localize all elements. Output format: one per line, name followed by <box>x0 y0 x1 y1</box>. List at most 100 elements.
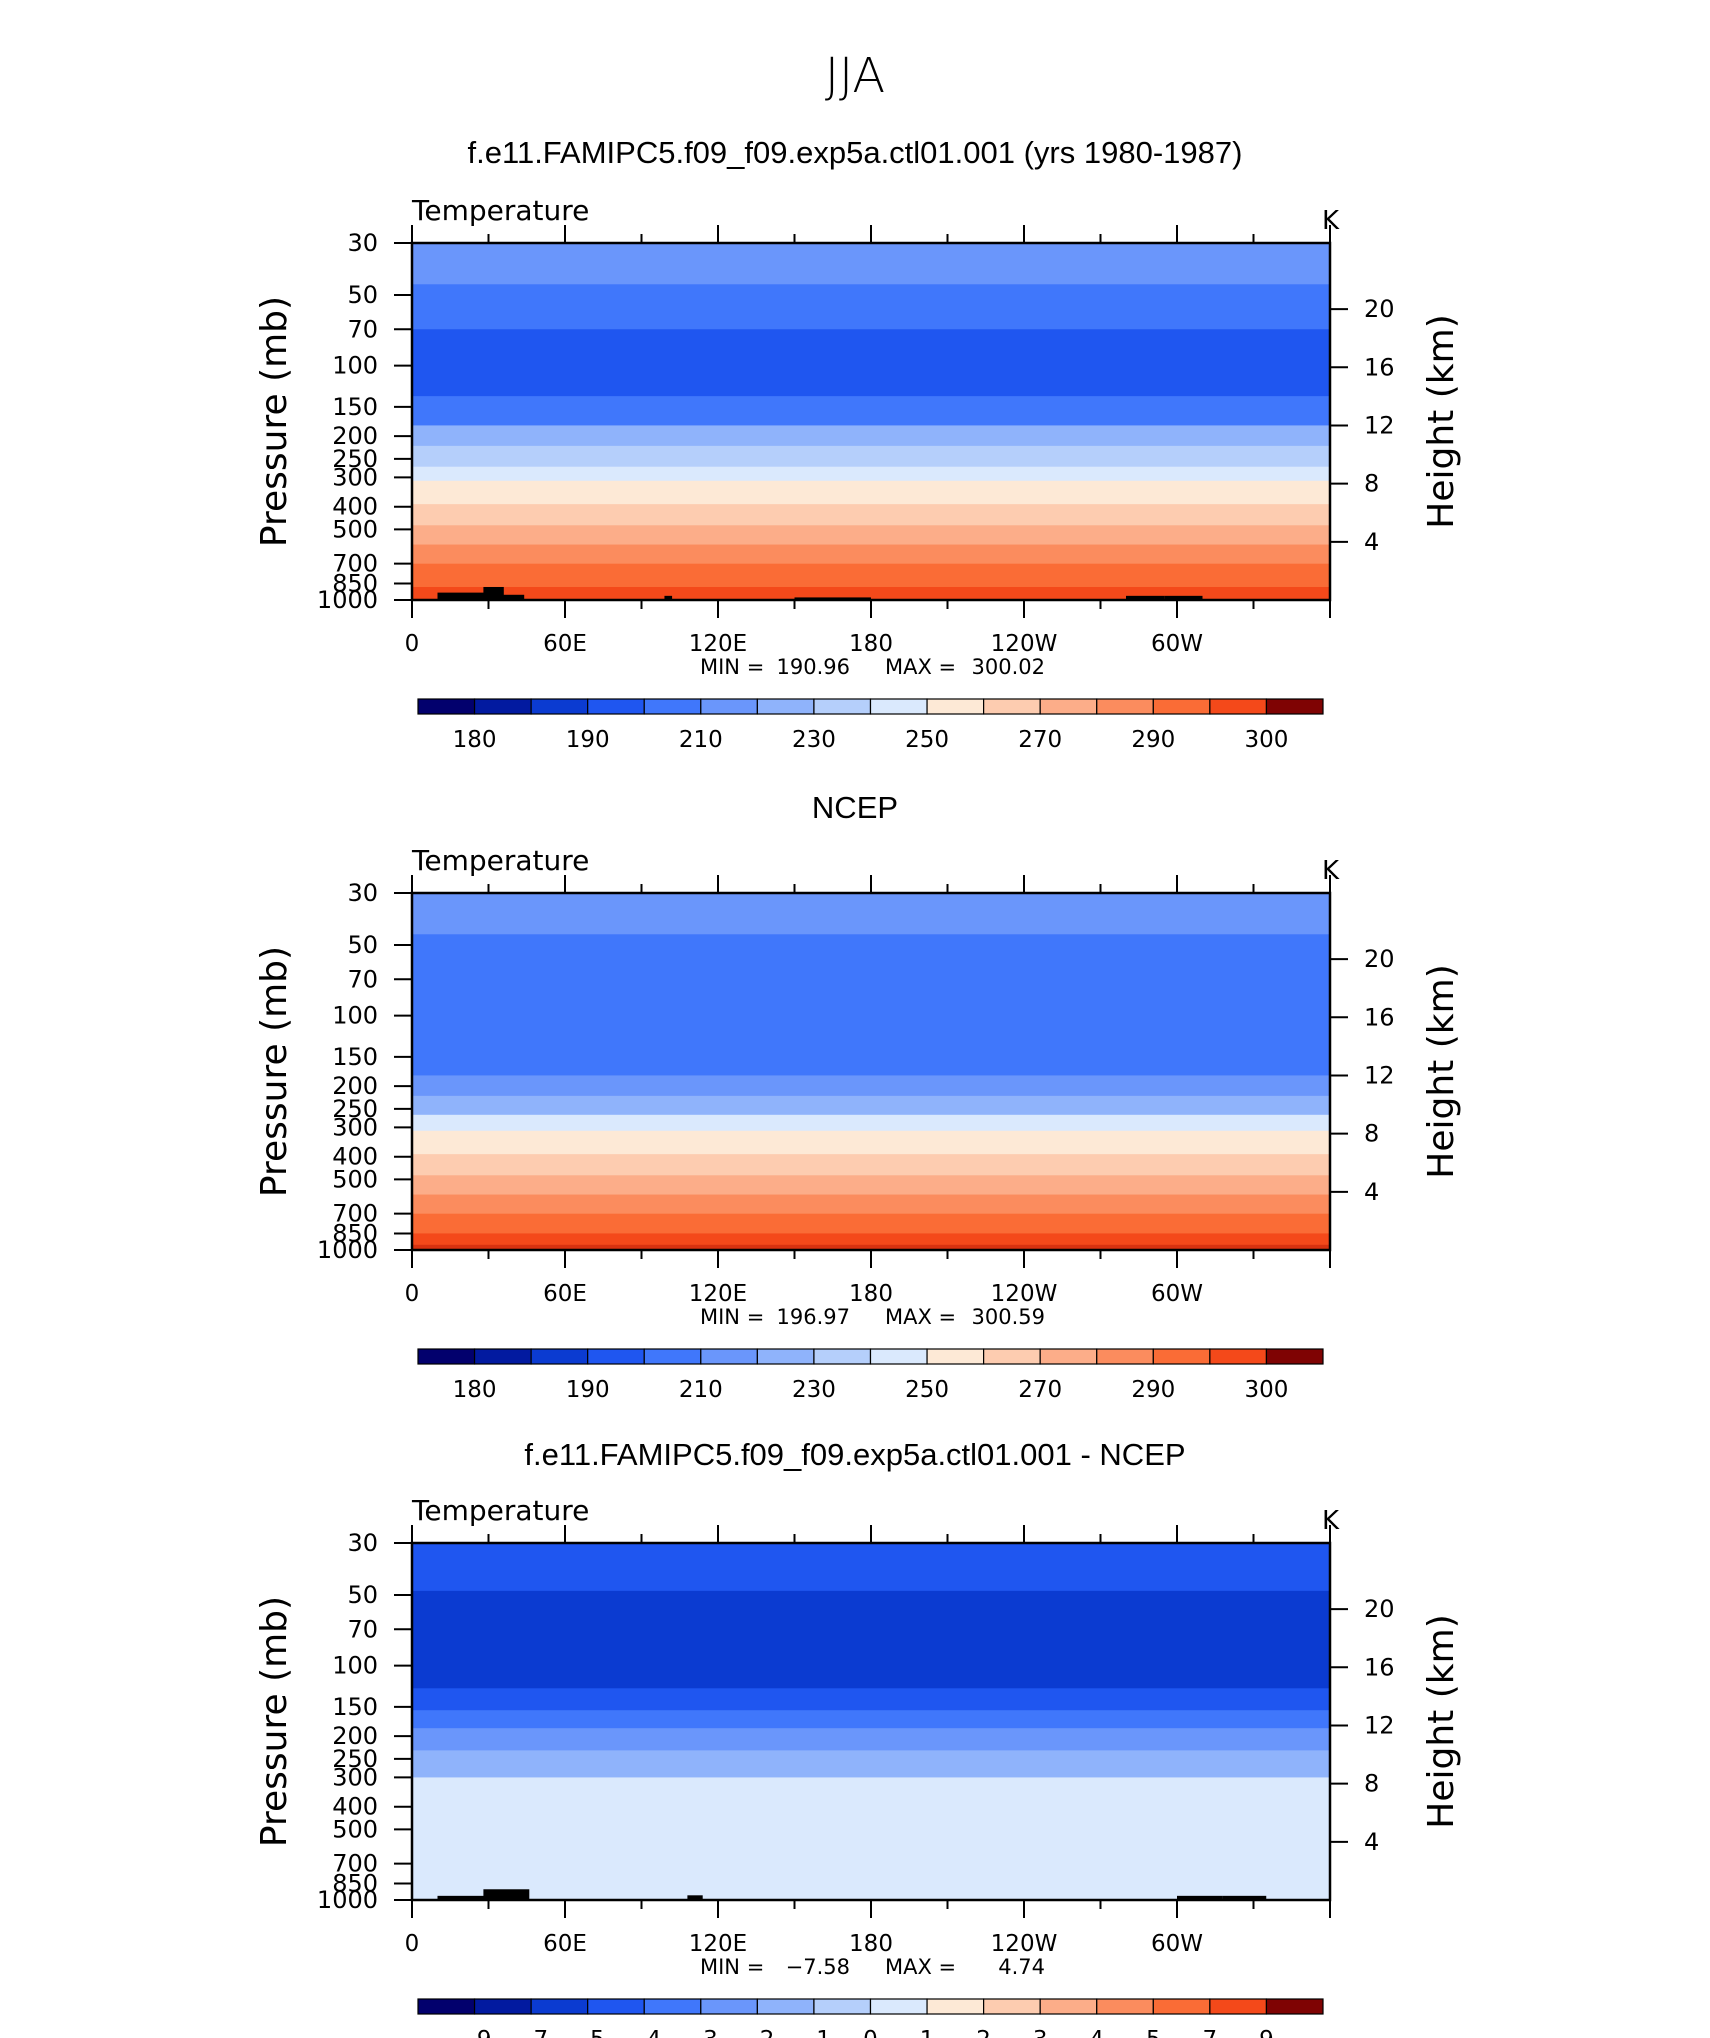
x-tick-label: 60E <box>543 1931 587 1957</box>
max-value: 300.59 <box>972 1305 1045 1329</box>
contour-band <box>412 586 1330 601</box>
contour-band <box>412 525 1330 546</box>
contour-band <box>412 243 1330 285</box>
colorbar-label: 290 <box>1131 1377 1175 1403</box>
units-label: K <box>1322 1506 1340 1536</box>
contour-band <box>412 1095 1330 1116</box>
colorbar-label: −2 <box>740 2027 774 2038</box>
land-mask <box>664 595 673 600</box>
y-tick-label: 300 <box>332 1763 378 1791</box>
x-tick-label: 120W <box>991 1281 1058 1307</box>
colorbar-box <box>813 1348 872 1365</box>
y-right-tick-label: 12 <box>1364 411 1395 439</box>
x-tick-label: 0 <box>405 631 420 657</box>
colorbar-box <box>700 1348 758 1365</box>
y-tick-label: 50 <box>347 281 378 309</box>
colorbar-box <box>1096 1998 1154 2015</box>
y-right-tick-label: 12 <box>1364 1711 1395 1739</box>
colorbar-label: 5 <box>1146 2027 1161 2038</box>
land-mask <box>687 1895 703 1900</box>
min-label: MIN = <box>700 1305 764 1329</box>
colorbar-box <box>1152 698 1211 715</box>
contour-band <box>412 544 1330 565</box>
colorbar-label: 300 <box>1244 727 1288 753</box>
x-tick-label: 120W <box>991 1931 1058 1957</box>
colorbar-box <box>1039 1348 1098 1365</box>
variable-label: Temperature <box>411 194 589 227</box>
min-value: 190.96 <box>777 655 850 679</box>
y-tick-label: 70 <box>347 965 378 993</box>
y-tick-label: 400 <box>332 1793 378 1821</box>
panel-title: f.e11.FAMIPC5.f09_f09.exp5a.ctl01.001 - … <box>524 1437 1185 1472</box>
contour-band <box>412 1728 1330 1751</box>
y-tick-label: 50 <box>347 1581 378 1609</box>
y-tick-label: 70 <box>347 1615 378 1643</box>
colorbar-box <box>869 1348 928 1365</box>
y-right-tick-label: 16 <box>1364 1003 1395 1031</box>
min-value: −7.58 <box>786 1955 850 1979</box>
y-tick-label: 100 <box>332 352 378 380</box>
x-tick-label: 60W <box>1151 631 1203 657</box>
colorbar-label: 9 <box>1259 2027 1274 2038</box>
y-axis-right-title: Height (km) <box>1421 964 1462 1178</box>
colorbar-box <box>1152 1998 1211 2015</box>
x-tick-label: 120E <box>689 1281 747 1307</box>
colorbar-box <box>587 1998 645 2015</box>
y-right-tick-label: 16 <box>1364 1653 1395 1681</box>
contour-band <box>412 1590 1330 1689</box>
colorbar-label: 1 <box>920 2027 935 2038</box>
y-tick-label: 100 <box>332 1652 378 1680</box>
colorbar-box <box>869 1998 928 2015</box>
colorbar-box <box>869 698 928 715</box>
y-tick-label: 1000 <box>317 586 378 614</box>
colorbar-box <box>587 698 645 715</box>
contour-band <box>412 1244 1330 1251</box>
y-right-tick-label: 4 <box>1364 1828 1379 1856</box>
panel-model: f.e11.FAMIPC5.f09_f09.exp5a.ctl01.001 (y… <box>254 135 1462 753</box>
y-tick-label: 300 <box>332 1113 378 1141</box>
y-tick-label: 300 <box>332 463 378 491</box>
panel-obs: NCEP Temperature K 0 60E 120E 180 120W 60W 30 50 70… <box>254 790 1462 1403</box>
land-mask <box>437 592 489 600</box>
y-right-tick-label: 8 <box>1364 1770 1379 1798</box>
y-right-tick-label: 8 <box>1364 470 1379 498</box>
colorbar-label: 270 <box>1018 1377 1062 1403</box>
colorbar-box <box>587 1348 645 1365</box>
colorbar-box <box>530 1348 589 1365</box>
y-right-tick-label: 12 <box>1364 1061 1395 1089</box>
y-tick-label: 1000 <box>317 1886 378 1914</box>
colorbar-box <box>643 698 702 715</box>
colorbar-box <box>700 1998 758 2015</box>
panel-title: f.e11.FAMIPC5.f09_f09.exp5a.ctl01.001 (y… <box>468 135 1243 170</box>
variable-label: Temperature <box>411 1494 589 1527</box>
x-tick-label: 180 <box>849 1281 893 1307</box>
colorbar-box <box>1039 1998 1098 2015</box>
max-label: MAX = <box>885 1955 956 1979</box>
max-value: 4.74 <box>998 1955 1045 1979</box>
colorbar-box <box>417 1348 476 1365</box>
colorbar-box <box>1265 1348 1324 1365</box>
x-tick-label: 60W <box>1151 1281 1203 1307</box>
colorbar-label: 3 <box>1033 2027 1048 2038</box>
colorbar-box <box>473 1348 532 1365</box>
colorbar-box <box>926 1348 985 1365</box>
contour-band <box>412 1154 1330 1176</box>
min-label: MIN = <box>700 1955 764 1979</box>
colorbar-label: 4 <box>1089 2027 1104 2038</box>
colorbar-label: 210 <box>679 727 723 753</box>
colorbar-box <box>700 698 758 715</box>
colorbar-box <box>530 698 589 715</box>
min-value: 196.97 <box>777 1305 850 1329</box>
land-mask <box>1177 1895 1223 1900</box>
y-right-tick-label: 20 <box>1364 945 1395 973</box>
y-tick-label: 850 <box>332 1869 378 1897</box>
panel-diff: f.e11.FAMIPC5.f09_f09.exp5a.ctl01.001 - … <box>254 1437 1462 2038</box>
x-tick-label: 60W <box>1151 1931 1203 1957</box>
colorbar-label: 7 <box>1203 2027 1218 2038</box>
colorbar-label: −7 <box>514 2027 548 2038</box>
colorbar-box <box>1096 698 1154 715</box>
colorbar-box <box>417 698 476 715</box>
colorbar-label: 230 <box>792 1377 836 1403</box>
contour-band <box>412 445 1330 468</box>
